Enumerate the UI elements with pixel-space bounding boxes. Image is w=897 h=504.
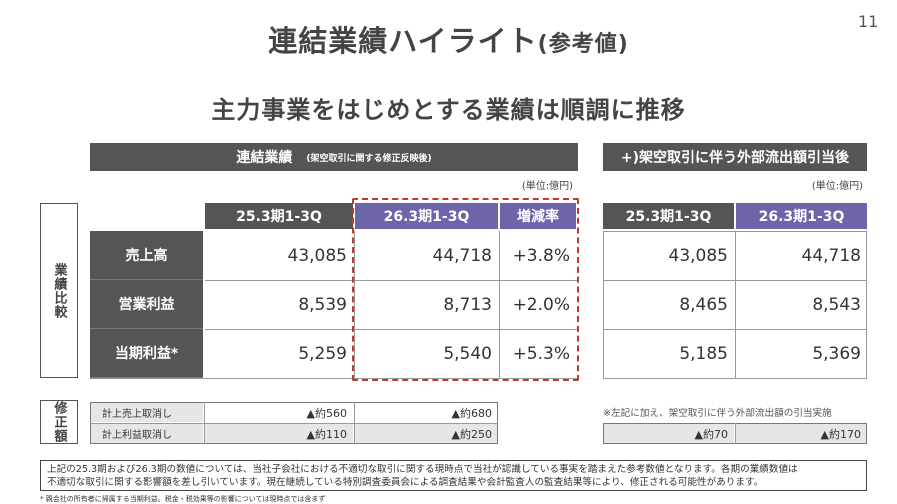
left-op-25: 8,539 bbox=[205, 281, 353, 328]
left-col-header-25: 25.3期1-3Q bbox=[205, 203, 353, 229]
footnote: * 親会社の所有者に帰属する当期利益。税金・税効果等の影響については現時点では含… bbox=[40, 495, 326, 503]
row-label-operating-profit: 営業利益 bbox=[90, 280, 203, 329]
left-net-25: 5,259 bbox=[205, 330, 353, 377]
title-suffix: (参考値) bbox=[537, 32, 629, 57]
grid-line bbox=[735, 231, 736, 378]
grid-line bbox=[866, 231, 867, 378]
grid-line bbox=[204, 402, 205, 444]
right-unit-label: (単位:億円) bbox=[811, 181, 863, 192]
adj-sales-25: ▲約560 bbox=[205, 403, 353, 422]
left-op-change: +2.0% bbox=[500, 281, 576, 328]
grid-line bbox=[205, 329, 577, 330]
left-net-change: +5.3% bbox=[500, 330, 576, 377]
page-title: 連結業績ハイライト(参考値) bbox=[0, 18, 897, 60]
side-label-performance: 業績比較 bbox=[40, 203, 78, 378]
left-sales-25: 43,085 bbox=[205, 232, 353, 279]
page-number: 11 bbox=[858, 12, 879, 31]
row-label-sales: 売上高 bbox=[90, 231, 203, 280]
grid-line bbox=[354, 231, 355, 378]
left-op-26: 8,713 bbox=[355, 281, 498, 328]
right-sales-26: 44,718 bbox=[736, 232, 867, 279]
right-sales-25: 43,085 bbox=[603, 232, 734, 279]
grid-line bbox=[90, 423, 498, 424]
page-subtitle: 主力事業をはじめとする業績は順調に推移 bbox=[211, 96, 686, 124]
title-main: 連結業績ハイライト bbox=[268, 24, 538, 58]
right-net-25: 5,185 bbox=[603, 330, 734, 377]
left-table-header-title: 連結業績 bbox=[236, 150, 293, 166]
right-op-25: 8,465 bbox=[603, 281, 734, 328]
disclaimer-line-1: 上記の25.3期および26.3期の数値については、当社子会社における不適切な取引… bbox=[47, 464, 798, 475]
right-table-header: +)架空取引に伴う外部流出額引当後 bbox=[603, 143, 867, 171]
left-col-header-26: 26.3期1-3Q bbox=[355, 203, 498, 229]
grid-line bbox=[499, 231, 500, 378]
disclaimer-line-2: 不適切な取引に関する影響額を差し引いています。現在継続している特別調査委員会によ… bbox=[47, 477, 764, 488]
adj-label-profit: 計上利益取消し bbox=[90, 424, 203, 443]
adj-right-note: ※左記に加え、架空取引に伴う外部流出額の引当実施 bbox=[603, 408, 832, 419]
adj-profit-26: ▲約250 bbox=[355, 424, 498, 443]
right-op-26: 8,543 bbox=[736, 281, 867, 328]
grid-line bbox=[735, 423, 736, 444]
right-col-header-25: 25.3期1-3Q bbox=[603, 203, 734, 229]
adj-right-25: ▲約70 bbox=[603, 424, 734, 443]
row-label-net-profit: 当期利益* bbox=[90, 329, 203, 378]
right-col-header-26: 26.3期1-3Q bbox=[736, 203, 867, 229]
adj-profit-25: ▲約110 bbox=[205, 424, 353, 443]
left-table-header-note: (架空取引に関する修正反映後) bbox=[306, 153, 432, 164]
left-net-26: 5,540 bbox=[355, 330, 498, 377]
adj-right-26: ▲約170 bbox=[736, 424, 867, 443]
left-sales-change: +3.8% bbox=[500, 232, 576, 279]
disclaimer-box: 上記の25.3期および26.3期の数値については、当社子会社における不適切な取引… bbox=[40, 460, 867, 491]
grid-line bbox=[603, 378, 867, 379]
left-col-header-change: 増減率 bbox=[500, 203, 576, 229]
right-net-26: 5,369 bbox=[736, 330, 867, 377]
side-label-adjustment: 修正額 bbox=[40, 400, 78, 444]
highlight-dashed-box bbox=[352, 198, 579, 381]
left-sales-26: 44,718 bbox=[355, 232, 498, 279]
grid-line bbox=[603, 231, 604, 378]
left-table-header: 連結業績 (架空取引に関する修正反映後) bbox=[90, 143, 578, 171]
grid-line bbox=[354, 402, 355, 444]
grid-line bbox=[90, 378, 577, 379]
grid-line bbox=[205, 280, 577, 281]
adj-label-sales: 計上売上取消し bbox=[90, 403, 203, 422]
adj-sales-26: ▲約680 bbox=[355, 403, 498, 422]
left-unit-label: (単位:億円) bbox=[521, 181, 573, 192]
